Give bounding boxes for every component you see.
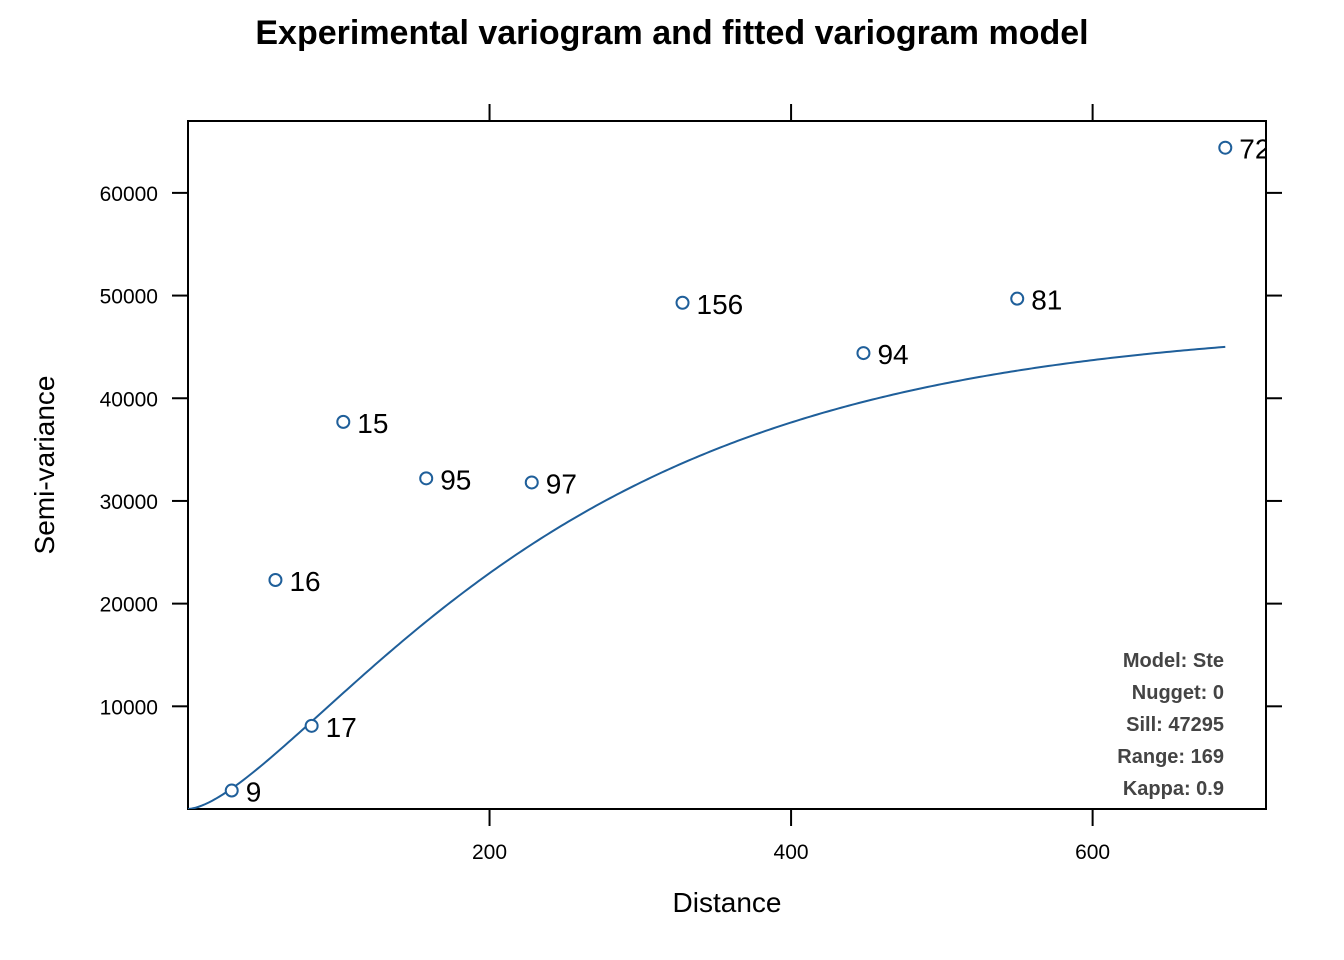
y-axis-label: Semi-variance (29, 376, 60, 555)
fitted-model-line (188, 345, 1226, 809)
point-label-2: 17 (326, 712, 357, 743)
data-point-2 (304, 718, 319, 733)
model-param-1: Nugget: 0 (1132, 682, 1224, 704)
points-layer (224, 140, 1233, 798)
model-param-4: Kappa: 0.9 (1123, 778, 1224, 800)
data-point-8 (1010, 291, 1025, 306)
data-point-5 (524, 475, 539, 490)
y-tick-label-3: 40000 (100, 388, 158, 411)
fitted-model-layer (188, 345, 1226, 809)
x-tick-label-1: 400 (774, 841, 809, 864)
data-point-4 (419, 471, 434, 486)
y-tick-label-5: 60000 (100, 183, 158, 206)
data-point-3 (336, 414, 351, 429)
point-labels-layer: 9 16 17 15 95 97 156 94 81 72 (246, 134, 1270, 808)
data-point-0 (224, 783, 239, 798)
x-tick-label-0: 200 (472, 841, 507, 864)
point-label-5: 97 (546, 468, 577, 499)
y-tick-label-1: 20000 (100, 594, 158, 617)
point-label-0: 9 (246, 777, 262, 808)
point-label-9: 72 (1239, 134, 1270, 165)
point-label-8: 81 (1031, 285, 1062, 316)
y-tick-label-0: 10000 (100, 696, 158, 719)
model-param-3: Range: 169 (1117, 746, 1224, 768)
chart-title: Experimental variogram and fitted variog… (255, 14, 1088, 52)
point-label-7: 94 (877, 339, 908, 370)
point-label-3: 15 (357, 408, 388, 439)
plot-frame (187, 120, 1267, 810)
x-tick-label-2: 600 (1075, 841, 1110, 864)
data-point-7 (856, 346, 871, 361)
axis-ticks: 200 400 600 10000 20000 30000 40000 50000 60000 (100, 104, 1282, 864)
data-point-9 (1218, 140, 1233, 155)
point-label-6: 156 (697, 289, 744, 320)
y-tick-label-2: 30000 (100, 491, 158, 514)
y-tick-label-4: 50000 (100, 286, 158, 309)
x-axis-label: Distance (673, 887, 782, 918)
point-label-1: 16 (289, 566, 320, 597)
data-point-6 (675, 295, 690, 310)
model-param-2: Sill: 47295 (1126, 714, 1224, 736)
model-parameters-box: Model: Ste Nugget: 0 Sill: 47295 Range: 169… (1117, 650, 1224, 800)
model-param-0: Model: Ste (1123, 650, 1224, 672)
data-point-1 (268, 573, 283, 588)
point-label-4: 95 (440, 464, 471, 495)
